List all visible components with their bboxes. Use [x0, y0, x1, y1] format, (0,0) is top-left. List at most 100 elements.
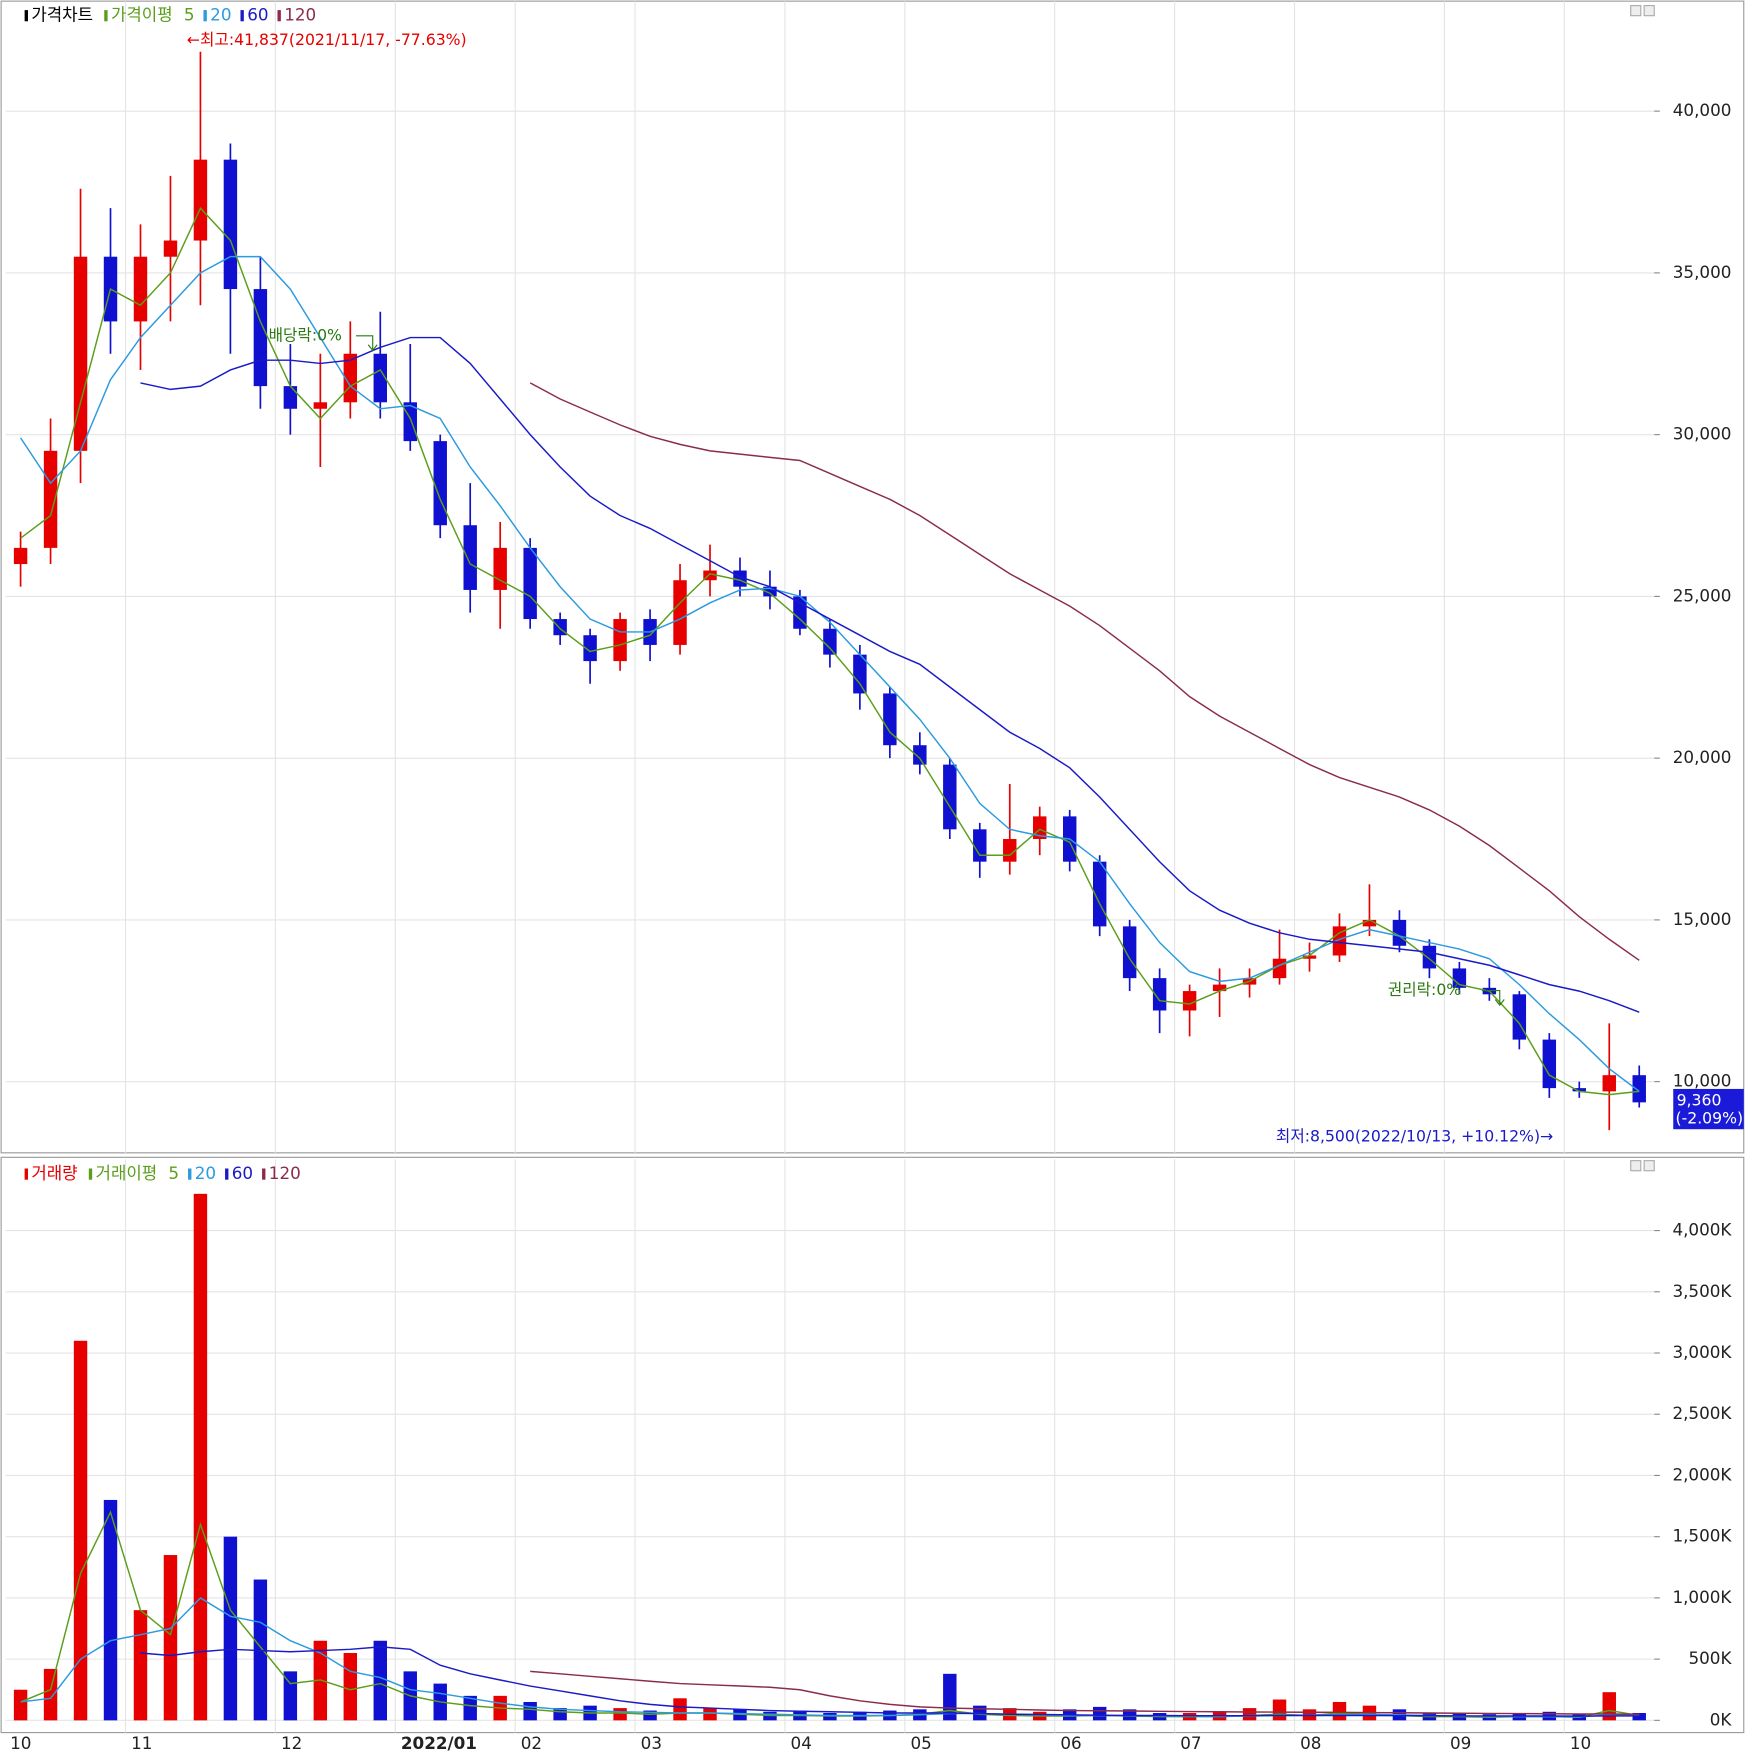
annotation-high: ←최고:41,837(2021/11/17, -77.63%) — [187, 30, 467, 49]
volume-bar — [193, 1193, 208, 1721]
y-tick-label: 20,000 — [1673, 747, 1732, 767]
candle-body — [973, 829, 987, 862]
grid — [5, 1, 1655, 1733]
candle-body — [1632, 1075, 1646, 1103]
ma-line — [530, 1670, 1640, 1715]
volume-bar — [133, 1610, 148, 1721]
x-tick-label: 11 — [131, 1733, 152, 1753]
legend-title: 가격차트 — [31, 5, 93, 25]
candle-body — [73, 256, 88, 451]
candle-body — [763, 586, 777, 597]
candle-body — [1542, 1039, 1557, 1089]
volume-bar — [523, 1701, 537, 1721]
x-tick-label: 08 — [1300, 1733, 1321, 1753]
volume-bar — [43, 1668, 58, 1721]
volume-bar — [343, 1653, 358, 1721]
volume-bar — [1242, 1708, 1257, 1721]
x-tick-label: 02 — [521, 1733, 542, 1753]
candle-body — [1332, 926, 1347, 956]
y-tick-label: 4,000K — [1672, 1220, 1732, 1240]
candle-body — [523, 547, 537, 620]
legend-entry: 120 — [284, 5, 316, 25]
legend-entry: 120 — [269, 1163, 301, 1183]
candle-body — [1003, 839, 1017, 862]
candle-body — [253, 289, 268, 387]
legend-marker — [277, 10, 281, 22]
legend-marker — [24, 10, 28, 22]
legend-entry: 60 — [232, 1163, 253, 1183]
candle-body — [703, 570, 717, 581]
candle-body — [913, 745, 927, 765]
legend-marker — [104, 10, 108, 22]
volume-bar — [1332, 1701, 1347, 1721]
ma-line — [140, 336, 1640, 1013]
volume-bar — [1632, 1713, 1646, 1721]
legend-marker — [88, 1168, 93, 1180]
candle-body — [823, 628, 837, 655]
ma-line — [20, 1597, 1640, 1718]
y-tick-label: 1,000K — [1672, 1587, 1732, 1607]
y-tick-label: 0K — [1710, 1709, 1733, 1729]
legend-marker — [225, 1168, 229, 1180]
candle-body — [1422, 945, 1437, 969]
candle-body — [1033, 816, 1047, 840]
candle-body — [1212, 984, 1227, 992]
candle-body — [613, 619, 627, 662]
candle-body — [883, 693, 897, 746]
x-tick-label: 03 — [641, 1733, 662, 1753]
candle-body — [1362, 919, 1377, 927]
y-tick-label: 2,000K — [1672, 1464, 1732, 1484]
panel-button[interactable] — [1643, 1160, 1655, 1172]
annotation-dividend: 배당락:0% — [269, 325, 342, 344]
panel-button[interactable] — [1630, 5, 1642, 17]
legend-ma-title: 가격이평 — [111, 5, 173, 25]
y-tick-label: 35,000 — [1673, 262, 1732, 282]
candle-body — [493, 547, 507, 590]
y-tick-label: 1,500K — [1672, 1526, 1732, 1546]
annotation-low: 최저:8,500(2022/10/13, +10.12%)→ — [1276, 1127, 1553, 1146]
marks — [13, 51, 1646, 1721]
volume-bar — [13, 1689, 28, 1721]
panel-button[interactable] — [1630, 1160, 1642, 1172]
volume-bar — [1092, 1706, 1107, 1721]
legend-title: 거래량 — [31, 1163, 77, 1183]
candle-body — [673, 580, 687, 645]
candle-body — [1302, 955, 1317, 959]
y-tick-label: 3,500K — [1672, 1281, 1732, 1301]
y-tick-label: 40,000 — [1673, 100, 1732, 120]
panel-button[interactable] — [1643, 5, 1655, 17]
candle-body — [1602, 1075, 1616, 1092]
candle-body — [373, 353, 387, 403]
x-tick-label: 07 — [1180, 1733, 1201, 1753]
candle-body — [1182, 991, 1197, 1011]
candle-body — [853, 654, 867, 694]
legend-marker — [203, 10, 207, 22]
last-price-box — [1673, 1088, 1744, 1130]
ma-line — [19, 255, 1640, 1092]
y-tick-label: 25,000 — [1673, 585, 1732, 605]
legend-entry: 5 — [184, 5, 195, 25]
x-tick-label: 09 — [1450, 1733, 1471, 1753]
annotation-rights: 권리락:0% — [1388, 980, 1461, 999]
volume-bar — [73, 1340, 88, 1721]
y-tick-label: 500K — [1688, 1648, 1732, 1668]
volume-bar — [673, 1698, 687, 1721]
candle-body — [433, 441, 447, 526]
price-panel — [0, 0, 1745, 1154]
x-tick-label: 10 — [1570, 1733, 1591, 1753]
candle-body — [943, 764, 957, 830]
ma-line — [529, 382, 1640, 961]
candle-body — [223, 159, 238, 290]
legend-marker — [262, 1168, 266, 1180]
ma-line — [20, 206, 1640, 1096]
candle-body — [283, 386, 298, 409]
legend-marker — [188, 1168, 192, 1180]
candle-body — [163, 240, 178, 257]
candle-body — [313, 402, 328, 409]
volume-panel — [0, 1156, 1745, 1734]
y-tick-label: 15,000 — [1673, 909, 1732, 929]
annotation-arrow — [355, 335, 378, 352]
x-tick-label: 2022/01 — [401, 1733, 477, 1753]
legend-marker — [240, 10, 244, 22]
